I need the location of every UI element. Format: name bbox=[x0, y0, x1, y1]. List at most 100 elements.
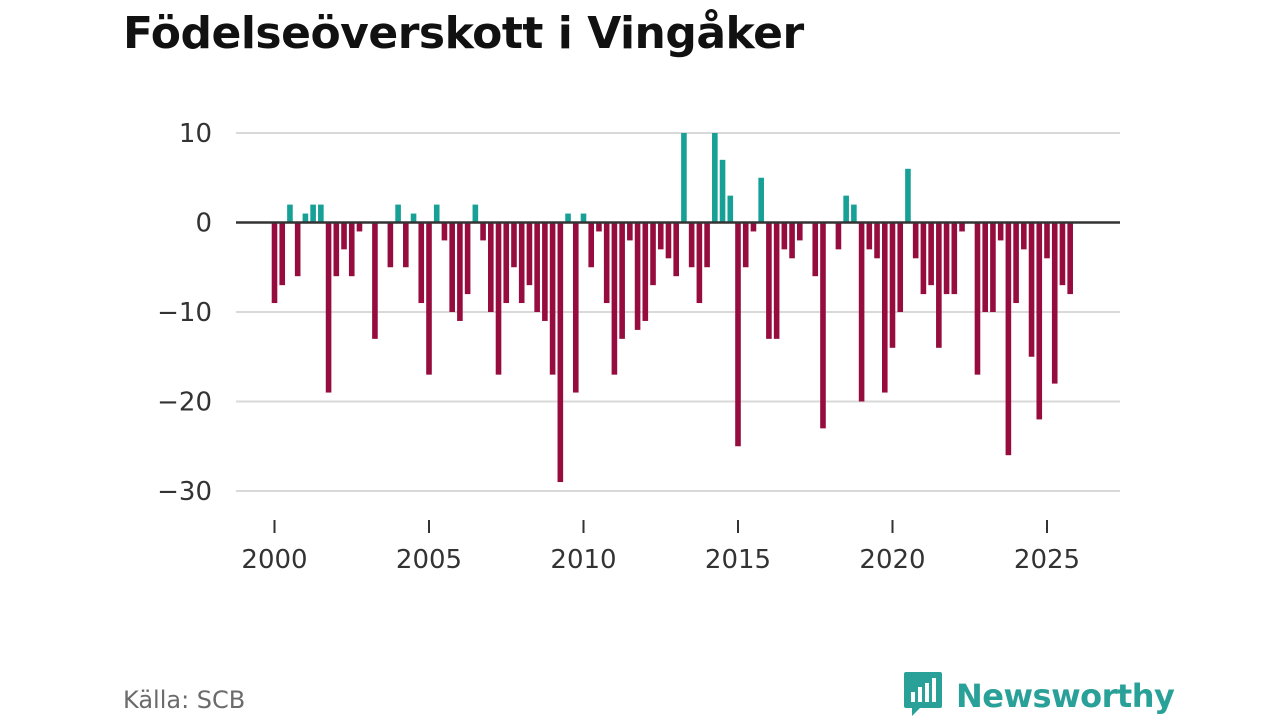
bar bbox=[495, 222, 502, 375]
bar bbox=[781, 222, 788, 250]
bar bbox=[426, 222, 432, 375]
bar bbox=[588, 222, 595, 268]
bar bbox=[1028, 222, 1035, 357]
bar bbox=[874, 222, 880, 259]
y-tick-label: 10 bbox=[179, 119, 212, 149]
source-note: Källa: SCB bbox=[123, 686, 246, 714]
bar bbox=[1067, 222, 1073, 295]
bar bbox=[619, 222, 625, 339]
bar bbox=[472, 204, 479, 223]
bar bbox=[403, 222, 409, 268]
y-tick-label: −20 bbox=[157, 388, 212, 418]
bar bbox=[325, 222, 332, 393]
bar bbox=[936, 222, 942, 348]
newsworthy-logo-icon bbox=[902, 670, 944, 722]
bar bbox=[433, 204, 440, 223]
brand-logo: Newsworthy bbox=[902, 670, 1175, 722]
bar bbox=[302, 213, 309, 223]
y-tick-label: −30 bbox=[157, 477, 212, 507]
bar bbox=[441, 222, 448, 241]
bar bbox=[797, 222, 803, 241]
bar bbox=[565, 213, 571, 223]
bar bbox=[750, 222, 757, 232]
bar bbox=[835, 222, 842, 250]
bar bbox=[1036, 222, 1043, 420]
bar bbox=[348, 222, 355, 277]
bar bbox=[526, 222, 533, 286]
bar bbox=[410, 213, 417, 223]
bar bbox=[518, 222, 525, 304]
y-tick-label: −10 bbox=[157, 298, 212, 328]
bar bbox=[1013, 222, 1019, 304]
bar bbox=[665, 222, 672, 259]
bar bbox=[735, 222, 741, 447]
bar bbox=[1059, 222, 1066, 286]
bar bbox=[418, 222, 425, 304]
bar bbox=[773, 222, 780, 339]
bar bbox=[866, 222, 873, 250]
bar bbox=[488, 222, 494, 312]
bar bbox=[820, 222, 826, 429]
bar bbox=[681, 133, 687, 223]
bar bbox=[557, 222, 564, 483]
bar bbox=[704, 222, 710, 268]
bar bbox=[843, 195, 849, 223]
x-tick-label: 2015 bbox=[705, 545, 771, 575]
bar bbox=[1044, 222, 1050, 259]
bar bbox=[696, 222, 703, 304]
bar bbox=[712, 133, 718, 223]
bar bbox=[603, 222, 610, 304]
bar bbox=[387, 222, 394, 268]
x-tick-label: 2010 bbox=[550, 545, 616, 575]
grid-layer bbox=[236, 132, 1120, 492]
bar bbox=[858, 222, 865, 402]
bar bbox=[742, 222, 749, 268]
bars-layer bbox=[271, 133, 1073, 483]
bar bbox=[310, 204, 316, 223]
bar bbox=[982, 222, 988, 312]
bar bbox=[634, 222, 641, 330]
bar bbox=[766, 222, 772, 339]
bar bbox=[318, 204, 324, 223]
bar bbox=[897, 222, 904, 312]
bar bbox=[881, 222, 888, 393]
x-tick-label: 2000 bbox=[241, 545, 307, 575]
bar bbox=[812, 222, 819, 277]
x-tick-label: 2005 bbox=[396, 545, 462, 575]
bar bbox=[580, 213, 587, 223]
bar bbox=[642, 222, 649, 321]
bar bbox=[356, 222, 363, 232]
bar bbox=[920, 222, 927, 295]
y-tick-label: 0 bbox=[195, 209, 212, 239]
bar bbox=[549, 222, 556, 375]
bar bbox=[1005, 222, 1012, 456]
bar bbox=[851, 204, 857, 223]
axis-layer: 10 0 −10 −20 −30 2000 2005 2010 2015 2020 2025 bbox=[157, 119, 1120, 575]
bar bbox=[596, 222, 602, 232]
bar bbox=[997, 222, 1004, 241]
bar bbox=[889, 222, 896, 348]
bar bbox=[727, 195, 734, 223]
x-tick-label: 2020 bbox=[859, 545, 925, 575]
bar bbox=[1021, 222, 1027, 250]
bar bbox=[990, 222, 996, 312]
bar bbox=[928, 222, 934, 286]
bar bbox=[511, 222, 517, 268]
bar bbox=[943, 222, 950, 295]
bar bbox=[480, 222, 486, 241]
bar bbox=[341, 222, 347, 250]
bar bbox=[572, 222, 579, 393]
bar bbox=[333, 222, 340, 277]
bar bbox=[534, 222, 540, 312]
bar bbox=[959, 222, 965, 232]
bar bbox=[279, 222, 286, 286]
bar bbox=[449, 222, 455, 312]
bar bbox=[758, 177, 764, 223]
bar bbox=[542, 222, 548, 321]
bar bbox=[464, 222, 471, 295]
bar bbox=[974, 222, 981, 375]
bar bbox=[395, 204, 401, 223]
bar bbox=[271, 222, 278, 304]
bar bbox=[650, 222, 656, 286]
bar bbox=[673, 222, 679, 277]
